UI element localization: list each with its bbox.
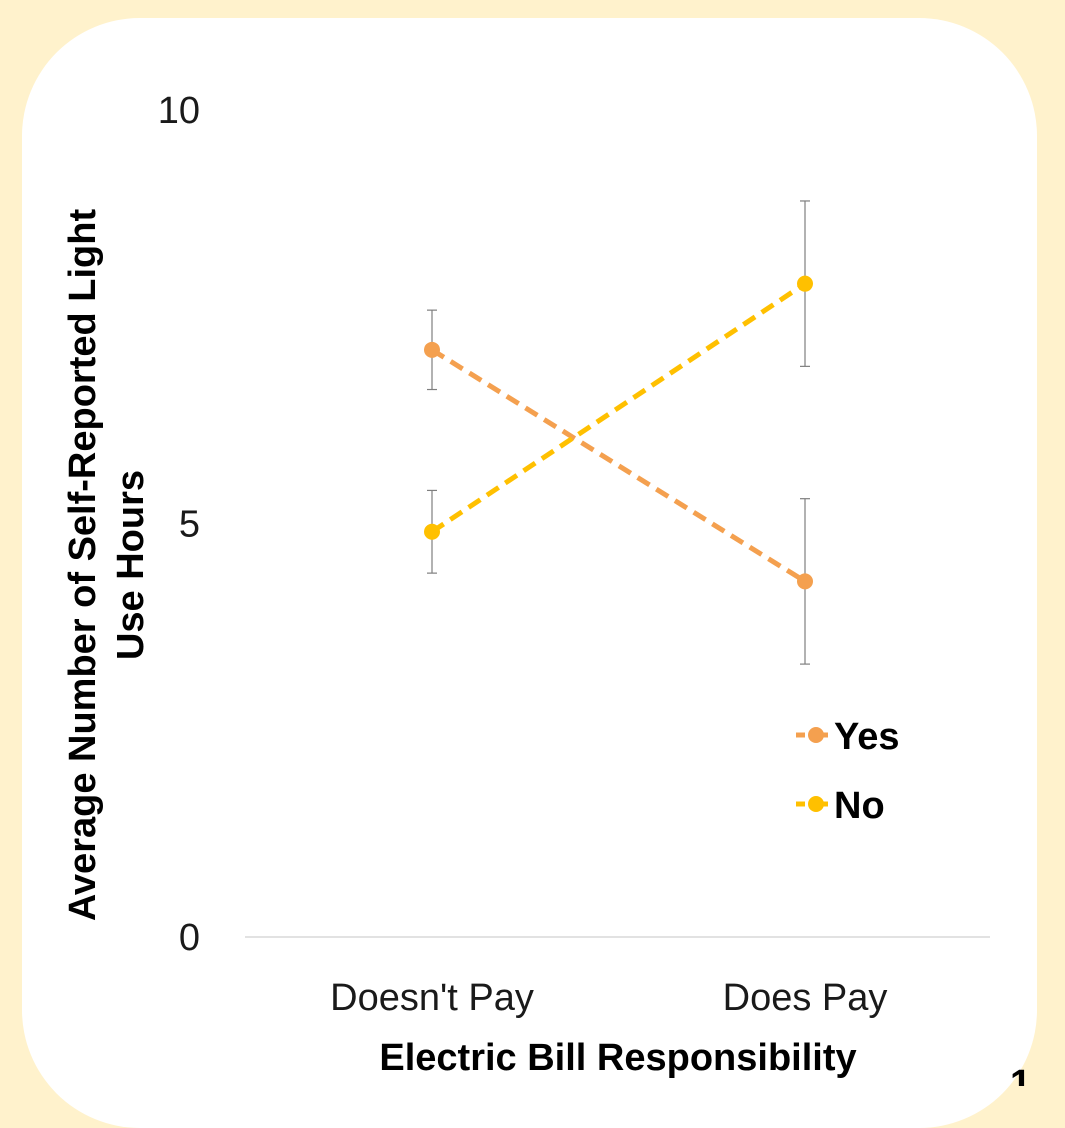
error-bars [427,200,810,665]
series-line-no [430,281,807,534]
x-tick-label: Does Pay [723,977,888,1019]
data-point-no [797,275,813,292]
series-lines [430,281,807,584]
footer-mark: 1 [1010,1063,1031,1086]
series-line-yes [430,347,807,584]
legend-marker-yes [808,727,824,743]
series-points [424,275,813,590]
y-tick-label: 10 [158,90,200,132]
y-tick-labels: 0 5 10 [158,90,200,959]
chart-card [22,18,1037,1128]
legend: Yes No [796,716,900,827]
line-chart: 0 5 10 Doesn't Pay Does Pay Average Number … [62,90,1031,1086]
legend-marker-no [808,796,824,812]
legend-label-no: No [834,785,885,827]
y-axis-label-line-1: Average Number of Self-Reported Light [62,209,104,922]
x-axis-label: Electric Bill Responsibility [379,1037,856,1079]
x-tick-labels: Doesn't Pay Does Pay [330,977,887,1019]
data-point-yes [424,341,440,358]
legend-label-yes: Yes [834,716,900,758]
y-tick-label: 5 [179,504,200,546]
data-point-no [424,523,440,540]
data-point-yes [797,573,813,590]
y-tick-label: 0 [179,917,200,959]
x-tick-label: Doesn't Pay [330,977,534,1019]
slide-panel: 0 5 10 Doesn't Pay Does Pay Average Number … [22,18,1037,1128]
y-axis-label-line-2: Use Hours [110,470,152,660]
